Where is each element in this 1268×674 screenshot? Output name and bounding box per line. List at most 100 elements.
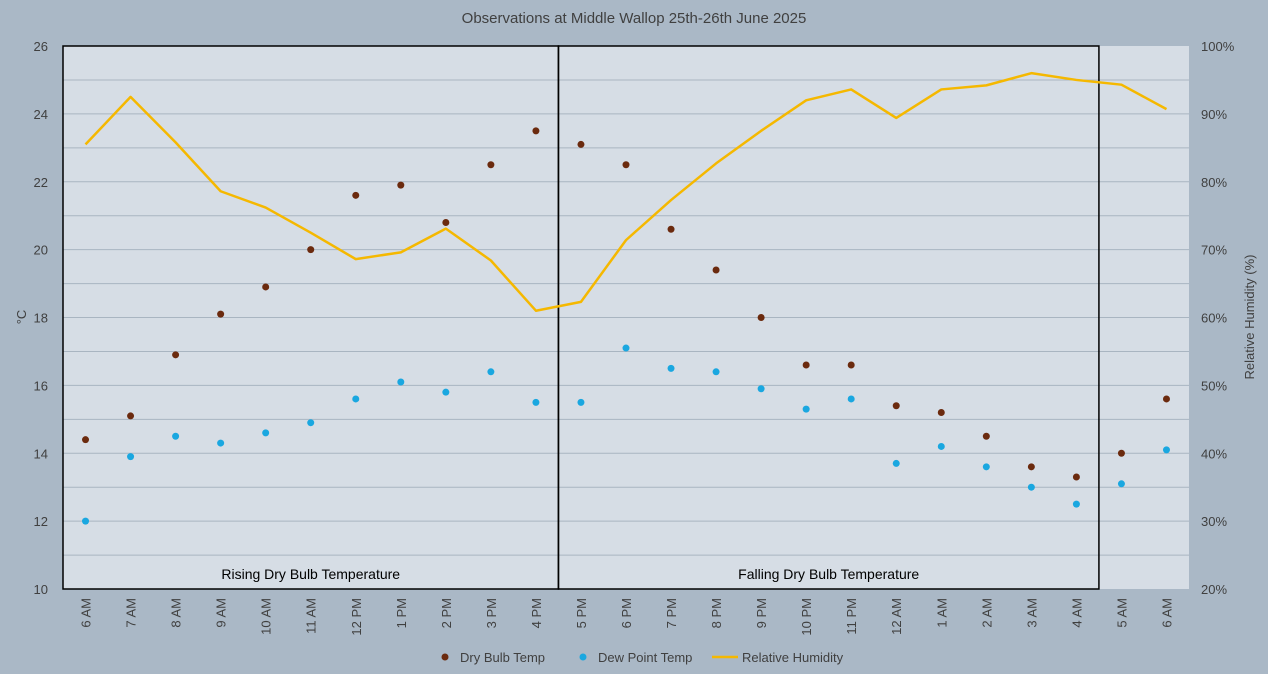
x-tick-label: 4 PM [529, 598, 544, 628]
x-tick-label: 1 AM [934, 598, 949, 628]
data-point [757, 314, 765, 321]
data-point [622, 344, 630, 352]
data-point [667, 225, 675, 233]
series-layer [82, 71, 1170, 525]
y-left-tick-label: 20 [34, 243, 48, 258]
x-tick-label: 6 AM [79, 598, 94, 628]
data-point [172, 351, 180, 359]
data-point [217, 439, 225, 447]
data-point [802, 405, 810, 413]
region-boxes: Rising Dry Bulb Temperature Falling Dry B… [62, 45, 1100, 590]
data-point [127, 453, 135, 461]
x-tick-label: 7 AM [124, 598, 139, 628]
data-point [1162, 395, 1170, 403]
x-tick-label: 10 PM [799, 598, 814, 636]
x-tick-label: 7 PM [664, 598, 679, 628]
x-axis: 6 AM 7 AM 8 AM 9 AM 10 AM 11 AM 12 PM 1 PM 2 PM 3… [79, 598, 1175, 636]
chart-title: Observations at Middle Wallop 25th-26th … [462, 10, 807, 27]
data-point [442, 388, 450, 396]
data-point [262, 429, 270, 437]
data-point [172, 432, 180, 440]
y-left-tick-label: 22 [34, 175, 48, 190]
x-tick-label: 11 PM [844, 598, 859, 635]
y-left-tick-label: 14 [34, 446, 48, 461]
y-right-tick-label: 100% [1201, 39, 1235, 54]
x-tick-label: 4 AM [1069, 598, 1084, 628]
data-point [1117, 449, 1125, 457]
data-point [1162, 446, 1170, 454]
data-point [487, 161, 495, 169]
data-point [82, 517, 90, 525]
data-point [937, 409, 945, 417]
data-point [1072, 473, 1080, 481]
data-point [307, 246, 315, 254]
legend-label: Relative Humidity [742, 650, 844, 665]
region-label: Rising Dry Bulb Temperature [221, 566, 400, 582]
y-right-tick-label: 20% [1201, 582, 1227, 597]
data-point [352, 395, 360, 403]
data-point [937, 442, 945, 450]
gridlines [63, 79, 1189, 556]
x-tick-label: 6 AM [1159, 598, 1174, 628]
data-point [532, 127, 540, 135]
y-right-tick-label: 60% [1201, 311, 1227, 326]
region-label: Falling Dry Bulb Temperature [738, 566, 919, 582]
data-point [757, 385, 765, 393]
region-box [557, 45, 1100, 590]
y-left-tick-label: 18 [34, 311, 48, 326]
data-point [892, 459, 900, 467]
data-point [1072, 500, 1080, 508]
x-tick-label: 1 PM [394, 598, 409, 628]
legend-swatch [579, 653, 587, 661]
data-point [532, 398, 540, 406]
data-point [82, 436, 90, 444]
x-tick-label: 5 AM [1114, 598, 1129, 628]
y-right-tick-label: 80% [1201, 175, 1227, 190]
data-point [847, 361, 855, 369]
data-point [577, 398, 585, 406]
y-axis-right-label: Relative Humidity (%) [1242, 255, 1257, 380]
x-tick-label: 3 AM [1024, 598, 1039, 628]
y-right-tick-label: 50% [1201, 378, 1227, 393]
data-point [487, 368, 495, 376]
data-point [262, 283, 270, 291]
legend-label: Dew Point Temp [598, 650, 692, 665]
data-point [982, 432, 990, 440]
data-point [217, 310, 225, 318]
y-left-tick-label: 10 [34, 582, 48, 597]
x-tick-label: 2 PM [439, 598, 454, 628]
y-axis-left-label: °C [14, 310, 29, 325]
y-right-tick-label: 70% [1201, 243, 1227, 258]
data-point [127, 412, 135, 420]
data-point [802, 361, 810, 369]
data-point [667, 364, 675, 372]
data-point [397, 181, 405, 189]
legend: Dry Bulb Temp Dew Point Temp Relative Humi… [441, 650, 844, 665]
data-point [847, 395, 855, 403]
y-right-tick-label: 30% [1201, 514, 1227, 529]
x-tick-label: 5 PM [574, 598, 589, 628]
data-point [892, 402, 900, 410]
data-point [352, 191, 360, 199]
data-point [622, 161, 630, 169]
y-right-tick-label: 90% [1201, 107, 1227, 122]
data-point [442, 218, 450, 226]
x-tick-label: 9 AM [214, 598, 229, 628]
y-axis-left: 10 12 14 16 18 20 22 24 26 [34, 39, 48, 597]
y-right-tick-label: 40% [1201, 446, 1227, 461]
legend-label: Dry Bulb Temp [460, 650, 545, 665]
x-tick-label: 8 PM [709, 598, 724, 628]
y-left-tick-label: 24 [34, 107, 48, 122]
data-point [982, 463, 990, 471]
x-tick-label: 8 AM [169, 598, 184, 628]
x-tick-label: 10 AM [259, 598, 274, 635]
data-point [712, 368, 720, 376]
x-tick-label: 12 AM [889, 598, 904, 635]
y-axis-right: 20% 30% 40% 50% 60% 70% 80% 90% 100% [1201, 39, 1235, 597]
x-tick-label: 6 PM [619, 598, 634, 628]
data-point [1027, 483, 1035, 491]
legend-swatch [441, 653, 449, 661]
y-left-tick-label: 26 [34, 39, 48, 54]
x-tick-label: 9 PM [754, 598, 769, 628]
